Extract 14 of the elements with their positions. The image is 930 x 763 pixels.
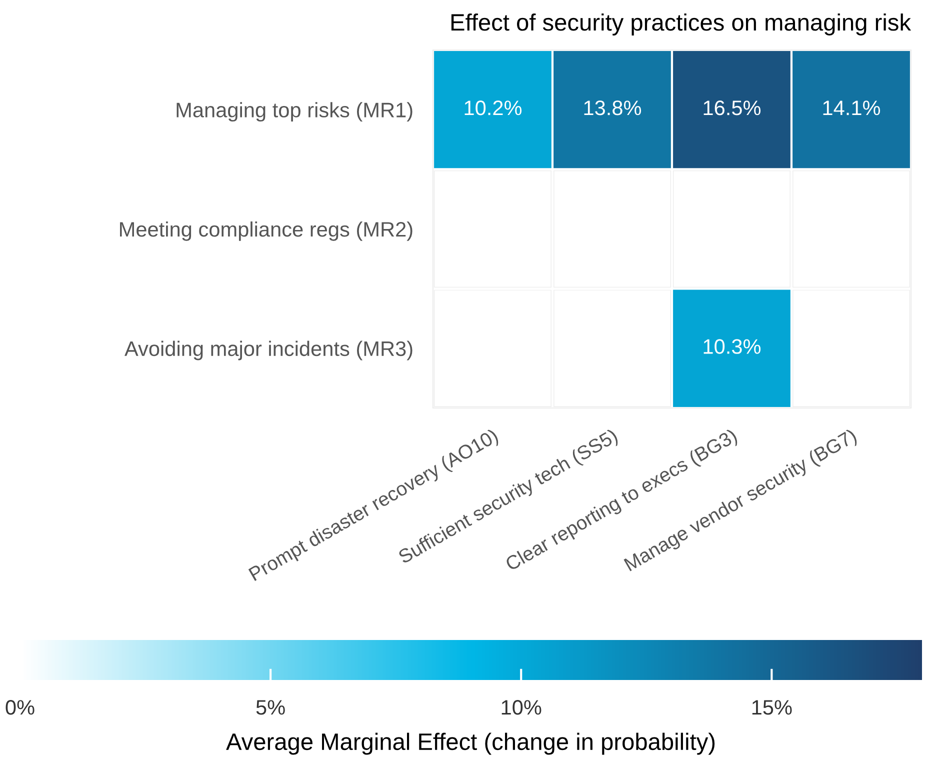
- color-bar-label: 10%: [502, 700, 542, 715]
- color-bar-label: 5%: [256, 700, 285, 715]
- y-tick-label: Avoiding major incidents (MR3): [124, 340, 412, 360]
- color-bar-title: Average Marginal Effect (change in probability): [226, 732, 715, 755]
- data-label: 10.3%: [704, 339, 761, 354]
- y-tick-label: Meeting compliance regs (MR2): [120, 221, 412, 241]
- color-bar-label: 0%: [6, 700, 34, 715]
- data-label: 16.5%: [704, 100, 761, 116]
- chart-title: Effect of security practices on managing risk: [451, 13, 912, 36]
- data-label: 14.1%: [823, 100, 880, 116]
- data-label: 10.2%: [464, 100, 522, 116]
- color-bar-label: 15%: [752, 700, 792, 715]
- data-label: 13.8%: [584, 100, 642, 116]
- y-tick-label: Managing top risks (MR1): [176, 102, 412, 122]
